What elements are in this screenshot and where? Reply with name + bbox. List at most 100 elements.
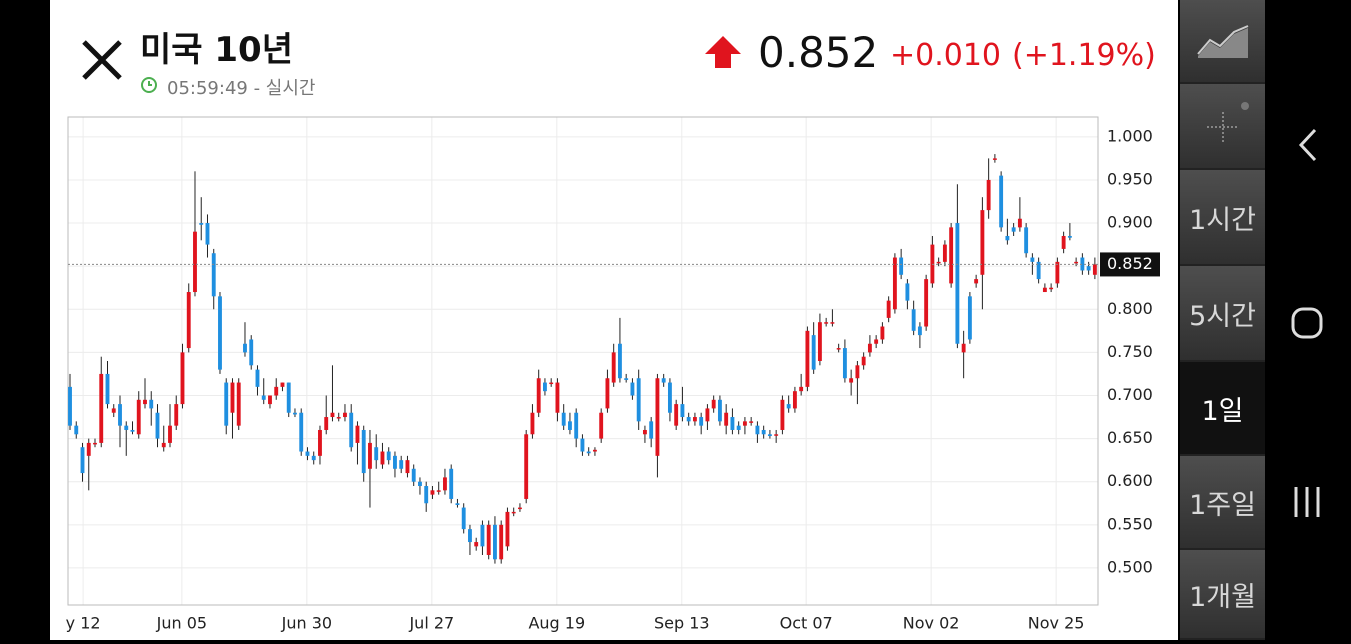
candle-body (1036, 261, 1041, 280)
last-price: 0.852 (758, 28, 879, 77)
candle-body (543, 382, 547, 392)
candle-body (155, 412, 160, 439)
candle-body (74, 425, 79, 435)
candle-body (274, 386, 279, 396)
candle-body (311, 455, 316, 461)
candle-body (855, 365, 860, 379)
period-button[interactable]: 1개월 (1180, 550, 1265, 640)
candle-body (286, 382, 291, 413)
candle-body (461, 507, 466, 530)
period-button[interactable]: 1일 (1180, 362, 1265, 456)
candle-body (299, 412, 304, 452)
candle-body (692, 417, 697, 422)
candle-body (405, 460, 410, 474)
candle-body (936, 261, 941, 264)
candle-body (586, 451, 591, 454)
home-button[interactable] (1291, 307, 1323, 339)
price-change: +0.010 (890, 38, 1002, 73)
candle-body (511, 511, 516, 514)
candle-body (1017, 218, 1022, 228)
recent-button[interactable] (1294, 487, 1320, 517)
candle-body (1024, 227, 1029, 254)
candle-body (149, 399, 154, 409)
period-button[interactable]: 5시간 (1180, 266, 1265, 362)
candle-body (799, 386, 804, 392)
candle-body (961, 343, 966, 353)
candle-body (992, 158, 997, 160)
candle-body (1042, 287, 1047, 293)
y-tick-label: 0.950 (1107, 169, 1153, 188)
candle-body (805, 330, 810, 387)
price-change-pct: (+1.19%) (1012, 38, 1156, 73)
candle-body (86, 442, 91, 456)
x-tick-label: Jun 05 (156, 614, 207, 633)
candle-body (836, 348, 841, 350)
candle-body (393, 455, 397, 469)
candle-body (999, 175, 1004, 228)
candle-body (636, 378, 641, 422)
candle-body (93, 442, 97, 445)
candle-body (911, 309, 916, 331)
candle-body (867, 343, 872, 353)
candle-body (480, 524, 485, 547)
candle-body (168, 425, 172, 443)
candle-body (449, 468, 454, 499)
x-tick-label: y 12 (66, 614, 101, 633)
candle-body (661, 378, 666, 383)
x-tick-label: Oct 07 (780, 614, 833, 633)
plot-frame (67, 116, 1099, 606)
candle-body (330, 412, 335, 418)
candle-body (236, 382, 241, 426)
candle-body (655, 378, 660, 456)
candle-body (611, 352, 616, 383)
candle-body (161, 442, 166, 448)
candle-body (136, 399, 141, 435)
candle-body (905, 283, 910, 301)
chart-type-button[interactable] (1180, 0, 1265, 84)
candle-body (592, 449, 597, 452)
period-button[interactable]: 1주일 (1180, 456, 1265, 550)
candle-body (186, 292, 191, 349)
candle-body (536, 378, 541, 413)
title: 미국 10년 (140, 30, 293, 70)
candle-body (568, 421, 572, 430)
update-time: 05:59:49 - 실시간 (167, 78, 316, 99)
candle-body (774, 434, 779, 436)
candle-body (761, 429, 766, 435)
candle-body (349, 412, 354, 448)
candle-body (399, 460, 404, 469)
candle-body (874, 339, 879, 344)
candle-body (380, 451, 385, 465)
close-button[interactable] (80, 38, 124, 82)
period-button[interactable]: 1시간 (1180, 170, 1265, 266)
candle-body (249, 339, 254, 366)
candle-body (355, 425, 360, 443)
candle-body (193, 231, 197, 293)
candle-body (293, 412, 297, 415)
candle-body (980, 210, 985, 275)
x-tick-label: Jul 27 (408, 614, 454, 633)
candle-body (711, 399, 716, 409)
candle-body (630, 382, 635, 396)
candle-body (549, 382, 554, 385)
candle-body (524, 434, 529, 499)
candle-body (130, 429, 135, 432)
candle-body (499, 524, 504, 560)
candle-body (430, 490, 435, 495)
candle-body (686, 417, 691, 422)
back-button[interactable] (1298, 128, 1317, 162)
last-price-label: 0.852 (1107, 254, 1153, 273)
nav-icons (1291, 128, 1323, 517)
candle-body (1005, 235, 1010, 241)
candle-body (811, 335, 816, 370)
y-tick-label: 1.000 (1107, 126, 1153, 145)
crosshair-button[interactable] (1180, 84, 1265, 170)
candle-body (243, 343, 247, 353)
candle-body (942, 244, 947, 262)
candle-body (792, 391, 797, 409)
candle-body (474, 542, 479, 547)
candle-body (493, 524, 497, 560)
candle-body (199, 223, 204, 225)
candle-body (955, 223, 960, 344)
